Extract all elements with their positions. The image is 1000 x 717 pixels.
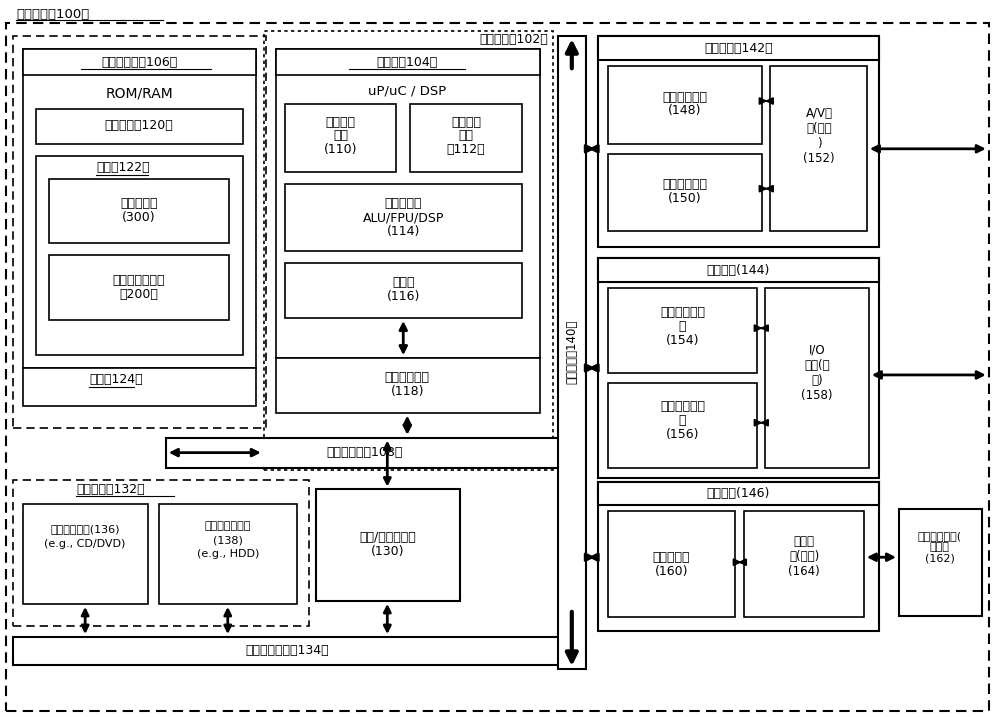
Text: 存储器总线（108）: 存储器总线（108）	[326, 446, 403, 459]
Text: 通信设备(146): 通信设备(146)	[707, 487, 770, 500]
Text: 处理器（104）: 处理器（104）	[377, 56, 438, 69]
FancyBboxPatch shape	[49, 255, 229, 320]
FancyBboxPatch shape	[285, 184, 522, 252]
Text: 应用（122）: 应用（122）	[96, 161, 150, 174]
Text: 器: 器	[679, 320, 686, 333]
FancyBboxPatch shape	[598, 37, 879, 60]
FancyBboxPatch shape	[744, 511, 864, 617]
Text: 数据（124）: 数据（124）	[89, 374, 143, 386]
FancyBboxPatch shape	[276, 49, 540, 358]
FancyBboxPatch shape	[899, 509, 982, 616]
Text: (156): (156)	[666, 428, 699, 441]
FancyBboxPatch shape	[598, 258, 879, 478]
FancyBboxPatch shape	[36, 156, 243, 355]
Text: (154): (154)	[666, 333, 699, 346]
Text: 并行接口控制: 并行接口控制	[660, 400, 705, 413]
FancyBboxPatch shape	[608, 511, 735, 617]
Text: 二级高速: 二级高速	[451, 116, 481, 129]
FancyBboxPatch shape	[49, 179, 229, 244]
Text: (118): (118)	[391, 385, 424, 399]
FancyBboxPatch shape	[23, 49, 256, 368]
FancyBboxPatch shape	[23, 49, 256, 75]
Text: 器: 器	[679, 414, 686, 427]
FancyBboxPatch shape	[608, 66, 762, 144]
FancyBboxPatch shape	[598, 258, 879, 282]
Text: 音频处理单元: 音频处理单元	[662, 179, 707, 191]
Text: I/O
端口(多
个)
(158): I/O 端口(多 个) (158)	[801, 344, 833, 402]
Text: 储存设备（132）: 储存设备（132）	[76, 483, 145, 496]
FancyBboxPatch shape	[23, 505, 148, 604]
FancyBboxPatch shape	[608, 153, 762, 232]
Text: 缓存: 缓存	[333, 129, 348, 143]
Text: ROM/RAM: ROM/RAM	[105, 86, 173, 100]
FancyBboxPatch shape	[598, 37, 879, 247]
Text: 通信端
口(多个)
(164): 通信端 口(多个) (164)	[788, 535, 820, 578]
FancyBboxPatch shape	[285, 104, 396, 172]
Text: (e.g., CD/DVD): (e.g., CD/DVD)	[44, 539, 126, 549]
FancyBboxPatch shape	[410, 104, 522, 172]
Text: uP/uC / DSP: uP/uC / DSP	[368, 85, 446, 98]
Text: 总线/接口控制器: 总线/接口控制器	[359, 531, 416, 543]
Text: 储存接口总线（134）: 储存接口总线（134）	[246, 645, 329, 657]
FancyBboxPatch shape	[23, 368, 256, 406]
FancyBboxPatch shape	[770, 66, 867, 232]
FancyBboxPatch shape	[13, 637, 562, 665]
Text: 处理器核心: 处理器核心	[385, 197, 422, 210]
Text: ALU/FPU/DSP: ALU/FPU/DSP	[363, 211, 444, 224]
FancyBboxPatch shape	[159, 505, 297, 604]
Text: 可移除储存器(136): 可移除储存器(136)	[50, 524, 120, 534]
Text: 缓存: 缓存	[459, 129, 474, 143]
FancyBboxPatch shape	[608, 383, 757, 467]
Text: （112）: （112）	[447, 143, 485, 156]
Text: 操作系统（120）: 操作系统（120）	[105, 120, 173, 133]
Text: 串行接口控制: 串行接口控制	[660, 305, 705, 318]
Text: (138): (138)	[213, 536, 243, 546]
Text: (130): (130)	[371, 545, 404, 558]
Text: (150): (150)	[668, 192, 701, 205]
Text: (110): (110)	[324, 143, 357, 156]
FancyBboxPatch shape	[316, 490, 460, 601]
FancyBboxPatch shape	[765, 288, 869, 467]
Text: （200）: （200）	[120, 288, 158, 300]
Text: 一级高速: 一级高速	[325, 116, 355, 129]
FancyBboxPatch shape	[598, 482, 879, 631]
Text: 寄存器: 寄存器	[392, 276, 415, 289]
FancyBboxPatch shape	[276, 49, 540, 75]
FancyBboxPatch shape	[276, 358, 540, 413]
Text: (300): (300)	[122, 211, 156, 224]
FancyBboxPatch shape	[166, 437, 563, 467]
Text: 基本配置（102）: 基本配置（102）	[479, 33, 548, 46]
Text: (160): (160)	[655, 565, 688, 578]
Text: 网络控制器: 网络控制器	[653, 551, 690, 564]
Text: 应用客户端: 应用客户端	[120, 197, 158, 210]
Text: 云主机创建装置: 云主机创建装置	[113, 274, 165, 287]
Text: 其他计算设备(
多个）
(162): 其他计算设备( 多个） (162)	[918, 531, 962, 564]
Text: (e.g., HDD): (e.g., HDD)	[197, 549, 259, 559]
Text: (116): (116)	[387, 290, 420, 303]
FancyBboxPatch shape	[598, 482, 879, 505]
Text: 接口总线（140）: 接口总线（140）	[565, 320, 578, 384]
FancyBboxPatch shape	[285, 263, 522, 318]
Text: 输出设备（142）: 输出设备（142）	[704, 42, 773, 54]
FancyBboxPatch shape	[36, 109, 243, 144]
Text: A/V端
口(多个
)
(152): A/V端 口(多个 ) (152)	[803, 107, 835, 165]
Text: 计算设备（100）: 计算设备（100）	[16, 8, 90, 21]
Text: 系统存储器（106）: 系统存储器（106）	[101, 56, 177, 69]
Text: 外围接口(144): 外围接口(144)	[707, 264, 770, 277]
FancyBboxPatch shape	[558, 37, 586, 669]
FancyBboxPatch shape	[608, 288, 757, 373]
Text: 图像处理单元: 图像处理单元	[662, 90, 707, 103]
Text: 不可移除储存器: 不可移除储存器	[205, 521, 251, 531]
Text: 存储器控制器: 存储器控制器	[385, 371, 430, 384]
Text: (148): (148)	[668, 105, 701, 118]
Text: (114): (114)	[387, 225, 420, 238]
